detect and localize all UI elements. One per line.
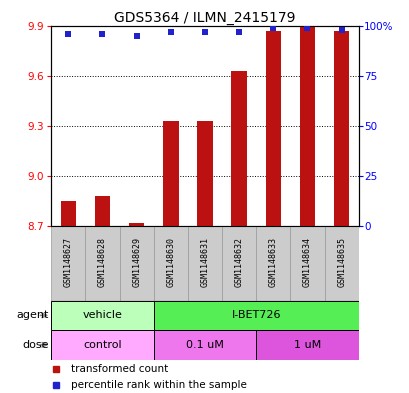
Text: GSM1148633: GSM1148633 <box>268 237 277 287</box>
Bar <box>256 330 358 360</box>
Text: 0.1 uM: 0.1 uM <box>186 340 223 350</box>
Bar <box>153 301 358 330</box>
Bar <box>256 226 290 301</box>
Bar <box>222 226 256 301</box>
Text: GSM1148630: GSM1148630 <box>166 237 175 287</box>
Bar <box>51 301 153 330</box>
Bar <box>61 201 76 226</box>
Text: vehicle: vehicle <box>82 310 122 320</box>
Text: control: control <box>83 340 121 350</box>
Text: 1 uM: 1 uM <box>293 340 320 350</box>
Bar <box>324 226 358 301</box>
Bar <box>231 71 246 226</box>
Bar <box>163 121 178 226</box>
Text: GSM1148634: GSM1148634 <box>302 237 311 287</box>
Text: I-BET726: I-BET726 <box>231 310 280 320</box>
Bar <box>153 330 256 360</box>
Bar <box>51 330 153 360</box>
Text: GSM1148629: GSM1148629 <box>132 237 141 287</box>
Text: transformed count: transformed count <box>71 364 168 374</box>
Text: GSM1148627: GSM1148627 <box>64 237 73 287</box>
Bar <box>85 226 119 301</box>
Text: GSM1148631: GSM1148631 <box>200 237 209 287</box>
Bar <box>129 222 144 226</box>
Text: agent: agent <box>17 310 49 320</box>
Bar <box>153 226 187 301</box>
Text: dose: dose <box>22 340 49 350</box>
Text: GSM1148628: GSM1148628 <box>98 237 107 287</box>
Bar <box>94 196 110 226</box>
Title: GDS5364 / ILMN_2415179: GDS5364 / ILMN_2415179 <box>114 11 295 24</box>
Text: GSM1148632: GSM1148632 <box>234 237 243 287</box>
Bar <box>51 226 85 301</box>
Bar <box>333 31 348 226</box>
Text: percentile rank within the sample: percentile rank within the sample <box>71 380 247 389</box>
Bar <box>299 26 315 226</box>
Bar <box>197 121 212 226</box>
Bar <box>187 226 222 301</box>
Bar <box>265 31 280 226</box>
Bar <box>290 226 324 301</box>
Bar <box>119 226 153 301</box>
Text: GSM1148635: GSM1148635 <box>336 237 345 287</box>
